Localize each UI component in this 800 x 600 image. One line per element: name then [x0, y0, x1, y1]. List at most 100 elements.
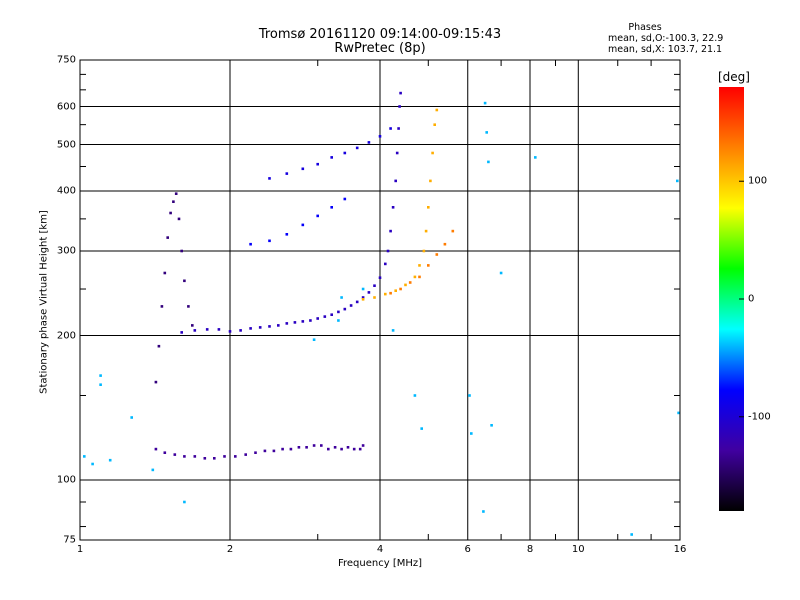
data-point [187, 305, 190, 308]
y-tick-label: 75 [63, 534, 76, 546]
data-point [183, 279, 186, 283]
data-point [166, 236, 169, 239]
data-point [343, 197, 347, 201]
data-point [435, 108, 439, 112]
data-point [333, 446, 337, 449]
data-point [487, 160, 490, 164]
data-point [249, 242, 252, 246]
data-point [373, 296, 376, 299]
y-tick-label: 500 [56, 139, 76, 151]
data-point [413, 394, 417, 397]
data-point [418, 264, 421, 267]
data-point [433, 123, 436, 126]
data-point [272, 449, 276, 453]
data-point [316, 317, 319, 320]
data-point [99, 383, 102, 386]
data-point [301, 167, 305, 171]
legend-line-x: mean, sd,X: 103.7, 21.1 [608, 44, 723, 55]
data-point [285, 233, 289, 236]
data-point [499, 271, 503, 275]
plot-frame [79, 59, 681, 541]
data-point [249, 327, 252, 330]
data-point [205, 328, 209, 331]
data-point [470, 432, 473, 435]
data-point [361, 287, 365, 291]
data-point [234, 455, 237, 458]
data-point [482, 510, 485, 513]
data-point [305, 446, 308, 449]
data-point [404, 283, 407, 287]
data-point [180, 249, 183, 253]
legend-line-o: mean, sd,O:-100.3, 22.9 [608, 33, 724, 44]
chart-subtitle: RwPretec (8p) [334, 41, 426, 56]
data-point [420, 427, 423, 430]
data-point [435, 253, 439, 256]
y-tick-label: 300 [56, 245, 76, 257]
data-point [213, 457, 216, 460]
data-point [83, 455, 86, 458]
colorbar-tick-label: -100 [748, 411, 771, 423]
x-tick-label: 1 [76, 544, 84, 555]
data-point [483, 101, 487, 105]
data-point [389, 291, 392, 295]
data-point [320, 444, 323, 447]
data-point [429, 179, 432, 183]
data-point [418, 275, 421, 279]
data-point [327, 447, 330, 451]
data-point [281, 447, 284, 451]
data-point [431, 151, 434, 155]
data-point [422, 249, 426, 253]
data-point [427, 206, 430, 209]
colorbar-ticks [739, 180, 744, 418]
data-point [361, 444, 365, 447]
data-point [177, 217, 181, 221]
data-point [361, 296, 365, 299]
y-tick-label: 400 [56, 185, 76, 197]
data-point [352, 447, 356, 451]
data-point [677, 411, 680, 415]
data-point [285, 172, 289, 175]
data-point [191, 324, 194, 327]
data-point [330, 156, 333, 159]
data-point [154, 447, 158, 451]
data-point [330, 206, 333, 209]
data-point [391, 329, 395, 332]
data-point [413, 275, 417, 279]
data-point [340, 447, 343, 451]
data-point [340, 296, 343, 299]
data-point [268, 325, 271, 328]
data-point [268, 177, 271, 180]
chart-title: Tromsø 20161120 09:14:00-09:15:43 [258, 27, 502, 42]
data-point [355, 300, 359, 304]
data-point [108, 458, 112, 462]
data-point [289, 447, 293, 451]
data-point [203, 457, 207, 460]
data-point [301, 320, 305, 323]
colorbar-tick-label: 0 [748, 293, 755, 305]
data-point [312, 338, 316, 341]
data-point [160, 305, 164, 308]
y-tick-label: 600 [56, 101, 76, 113]
data-point [151, 468, 155, 472]
data-point [297, 446, 301, 449]
data-point [91, 462, 94, 466]
data-point [443, 242, 447, 246]
x-tick-label: 4 [376, 544, 384, 555]
data-point [394, 289, 397, 292]
data-point [254, 451, 257, 454]
data-point [361, 298, 365, 301]
data-point [277, 324, 280, 327]
data-point [312, 444, 316, 447]
data-point [378, 135, 382, 138]
colorbar-label: [deg] [718, 70, 750, 84]
x-tick-label: 10 [571, 544, 585, 555]
data-point [285, 322, 289, 325]
data-point [223, 455, 226, 458]
x-axis-label: Frequency [MHz] [337, 558, 423, 569]
data-point [301, 223, 305, 227]
data-point [397, 127, 400, 130]
data-point [174, 192, 178, 195]
data-point [355, 146, 359, 150]
data-point [183, 500, 186, 504]
data-point [130, 416, 133, 419]
